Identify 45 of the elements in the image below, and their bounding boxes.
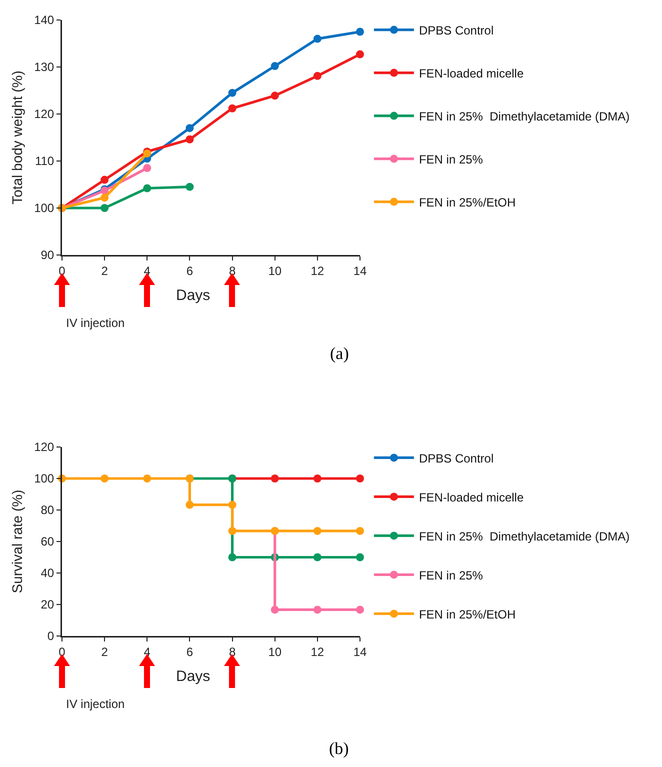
legend-label: FEN in 25%/EtOH <box>418 195 516 210</box>
text: IV injection <box>66 697 125 711</box>
legend-label: FEN in 25% <box>418 568 484 582</box>
legend-label: DPBS Control <box>418 451 494 466</box>
x-tick-label: 8 <box>228 644 236 659</box>
y-tick-label: 110 <box>34 154 54 168</box>
x-tick-label: 4 <box>144 264 151 278</box>
x-tick-label: 2 <box>101 264 108 278</box>
legend-label: FEN in 25%/EtOH <box>418 607 516 622</box>
legend-label: FEN in 25% Dimethylacetamide (DMA) <box>418 109 630 124</box>
legend-label: FEN in 25% <box>418 152 484 166</box>
x-tick-label: 4 <box>144 644 151 659</box>
x-tick-label: 14 <box>353 264 367 278</box>
legend-label: FEN in 25% Dimethylacetamide (DMA) <box>418 529 630 544</box>
x-axis-title: Days <box>176 668 210 685</box>
x-tick-label: 6 <box>186 264 194 278</box>
x-tick-label: 6 <box>186 644 194 659</box>
x-tick-label: 12 <box>310 644 324 659</box>
x-tick-label: 10 <box>268 644 282 659</box>
y-tick-label: 140 <box>34 13 54 28</box>
legend-label: DPBS Control <box>418 23 494 38</box>
y-tick-label: 120 <box>34 107 54 122</box>
y-axis-title: Total body weight (%) <box>8 70 25 204</box>
y-tick-label: 130 <box>34 60 54 74</box>
y-tick-label: 120 <box>34 440 54 454</box>
x-tick-label: 2 <box>101 644 108 659</box>
y-tick-label: 20 <box>40 598 54 612</box>
text: (a) <box>330 344 349 363</box>
y-tick-label: 0 <box>47 629 54 644</box>
y-tick-label: 80 <box>40 503 54 518</box>
x-axis-title: Days <box>176 287 210 304</box>
x-tick-label: 12 <box>310 264 324 278</box>
y-tick-label: 100 <box>34 201 54 216</box>
text: (b) <box>329 739 349 758</box>
text: IV injection <box>66 316 125 330</box>
y-axis-title: Survival rate (%) <box>8 490 25 594</box>
x-tick-label: 10 <box>268 264 282 278</box>
y-tick-label: 40 <box>40 566 54 580</box>
legend-label: FEN-loaded micelle <box>418 66 524 80</box>
x-tick-label: 8 <box>228 264 236 278</box>
x-tick-label: 14 <box>353 644 367 659</box>
y-tick-label: 100 <box>34 472 54 486</box>
y-tick-label: 60 <box>40 534 54 549</box>
legend-label: FEN-loaded micelle <box>418 490 524 504</box>
y-tick-label: 90 <box>40 248 54 262</box>
